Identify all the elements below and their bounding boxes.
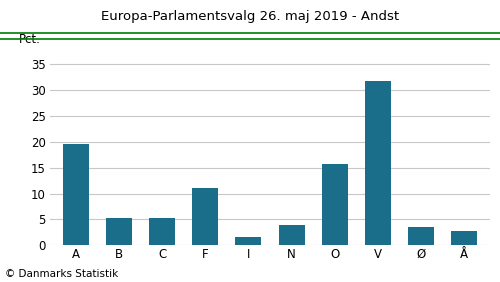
Bar (63, 144, 89, 245)
Bar (408, 227, 434, 245)
Bar (192, 188, 218, 245)
Text: Pct.: Pct. (19, 33, 41, 46)
Bar (451, 231, 477, 245)
Bar (106, 218, 132, 245)
Text: Europa-Parlamentsvalg 26. maj 2019 - Andst: Europa-Parlamentsvalg 26. maj 2019 - And… (101, 10, 399, 23)
Text: © Danmarks Statistik: © Danmarks Statistik (5, 269, 118, 279)
Bar (278, 224, 304, 245)
Bar (365, 81, 391, 245)
Bar (236, 237, 262, 245)
Bar (149, 218, 175, 245)
Bar (322, 164, 347, 245)
